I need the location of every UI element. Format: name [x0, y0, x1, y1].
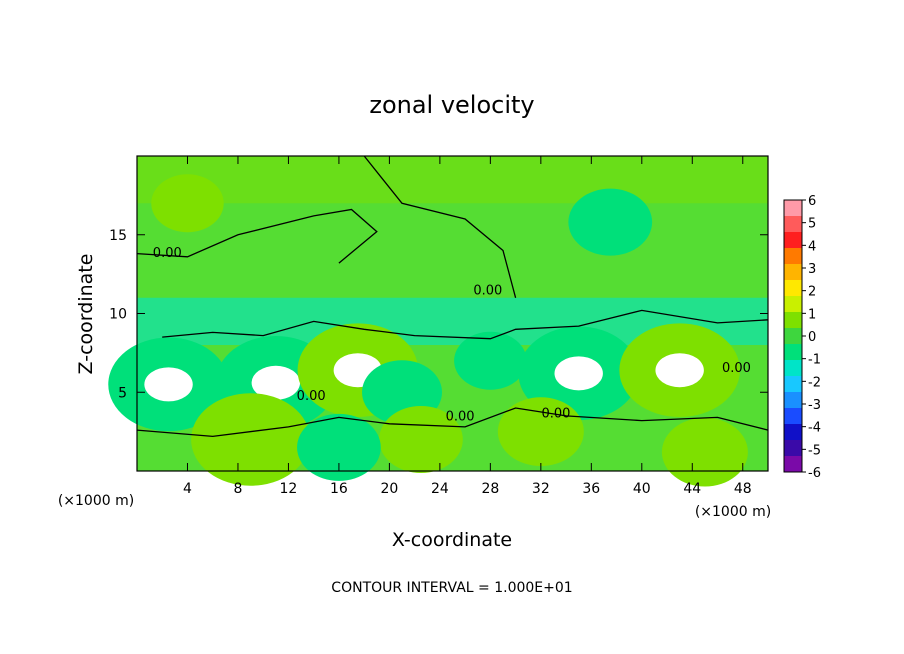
contour-label: 0.00 — [722, 361, 751, 376]
x-axis-label: X-coordinate — [392, 529, 512, 551]
colorbar-tick-label: -2 — [808, 375, 821, 390]
contour-line — [162, 309, 769, 340]
y-tick-label: 5 — [118, 385, 127, 401]
colorbar-swatch — [784, 376, 802, 393]
plot-area: 0.000.000.000.00 0.000.00 4 8 12 16 20 24 28 32 3… — [108, 155, 769, 497]
colorbar-swatch — [784, 408, 802, 425]
field-blob — [191, 393, 311, 486]
colorbar-tick-label: -5 — [808, 443, 821, 458]
x-tick-label: 32 — [532, 481, 550, 497]
y-axis: 5 10 15 — [109, 228, 768, 401]
colorbar-tick-label: -3 — [808, 398, 821, 413]
contour-label: 0.00 — [153, 246, 182, 261]
field-blob — [655, 353, 704, 388]
contour-interval-note: CONTOUR INTERVAL = 1.000E+01 — [331, 580, 572, 596]
x-tick-label: 44 — [683, 481, 701, 497]
colorbar-swatch — [784, 328, 802, 345]
field-blob — [151, 174, 224, 233]
x-tick-label: 8 — [233, 481, 242, 497]
colorbar-swatch — [784, 200, 802, 217]
colorbar-swatch — [784, 360, 802, 377]
contour-line — [136, 208, 378, 264]
x-tick-label: 24 — [431, 481, 449, 497]
x-tick-label: 28 — [481, 481, 499, 497]
velocity-field — [108, 156, 768, 487]
colorbar-swatch — [784, 424, 802, 441]
x-axis: 4 8 12 16 20 24 28 32 36 40 44 48 — [183, 156, 752, 497]
colorbar-swatch — [784, 248, 802, 265]
x-unit-right: (×1000 m) — [695, 504, 771, 520]
x-tick-label: 12 — [280, 481, 298, 497]
x-tick-label: 4 — [183, 481, 192, 497]
colorbar-tick-label: 0 — [808, 330, 816, 345]
colorbar-tick-label: -1 — [808, 353, 821, 368]
x-tick-label: 20 — [380, 481, 398, 497]
colorbar-tick-label: 2 — [808, 285, 816, 300]
y-tick-label: 15 — [109, 228, 127, 244]
x-tick-label: 48 — [734, 481, 752, 497]
field-blob — [297, 413, 381, 481]
colorbar-swatch — [784, 280, 802, 297]
field-blob — [497, 397, 584, 467]
colorbar-swatch — [784, 264, 802, 281]
field-blob — [251, 365, 301, 400]
contour-label: 0.00 — [297, 389, 326, 404]
field-blob — [661, 417, 748, 487]
field-blob — [454, 331, 527, 390]
colorbar-swatch — [784, 232, 802, 249]
colorbar-swatch — [784, 296, 802, 313]
band — [137, 156, 768, 204]
colorbar-tick-label: 6 — [808, 194, 816, 209]
field-blob — [379, 406, 463, 473]
colorbar-tick-label: -4 — [808, 421, 821, 436]
zero-contours: 0.00 0.00 0.00 0.00 0.00 0.00 — [136, 155, 769, 438]
x-tick-label: 36 — [582, 481, 600, 497]
colorbar-swatch — [784, 440, 802, 457]
contour-line — [363, 155, 517, 298]
contour-label: 0.00 — [473, 284, 502, 299]
contour-label: 0.00 — [542, 406, 571, 421]
field-blob — [144, 367, 193, 402]
chart-title: zonal velocity — [369, 91, 534, 119]
colorbar-swatch — [784, 344, 802, 361]
colorbar-tick-label: -6 — [808, 466, 821, 481]
contour-line — [136, 407, 769, 438]
y-axis-label: Z-coordinate — [75, 254, 97, 375]
field-blob — [568, 188, 653, 256]
field-blob — [554, 356, 603, 391]
y-tick-label: 10 — [109, 307, 127, 323]
colorbar-tick-label: 1 — [808, 307, 816, 322]
colorbar: 6 5 4 3 2 1 0 -1 -2 -3 -4 -5 -6 — [783, 194, 821, 481]
x-tick-label: 40 — [633, 481, 651, 497]
colorbar-swatch — [784, 312, 802, 329]
colorbar-tick-label: 3 — [808, 262, 816, 277]
colorbar-swatch — [784, 456, 802, 473]
contour-label: 0.00 — [446, 410, 475, 425]
colorbar-tick-label: 4 — [808, 239, 816, 254]
colorbar-tick-label: 5 — [808, 217, 816, 232]
colorbar-swatch — [784, 216, 802, 233]
x-tick-label: 16 — [330, 481, 348, 497]
x-unit-left: (×1000 m) — [58, 493, 134, 509]
colorbar-swatch — [784, 392, 802, 409]
